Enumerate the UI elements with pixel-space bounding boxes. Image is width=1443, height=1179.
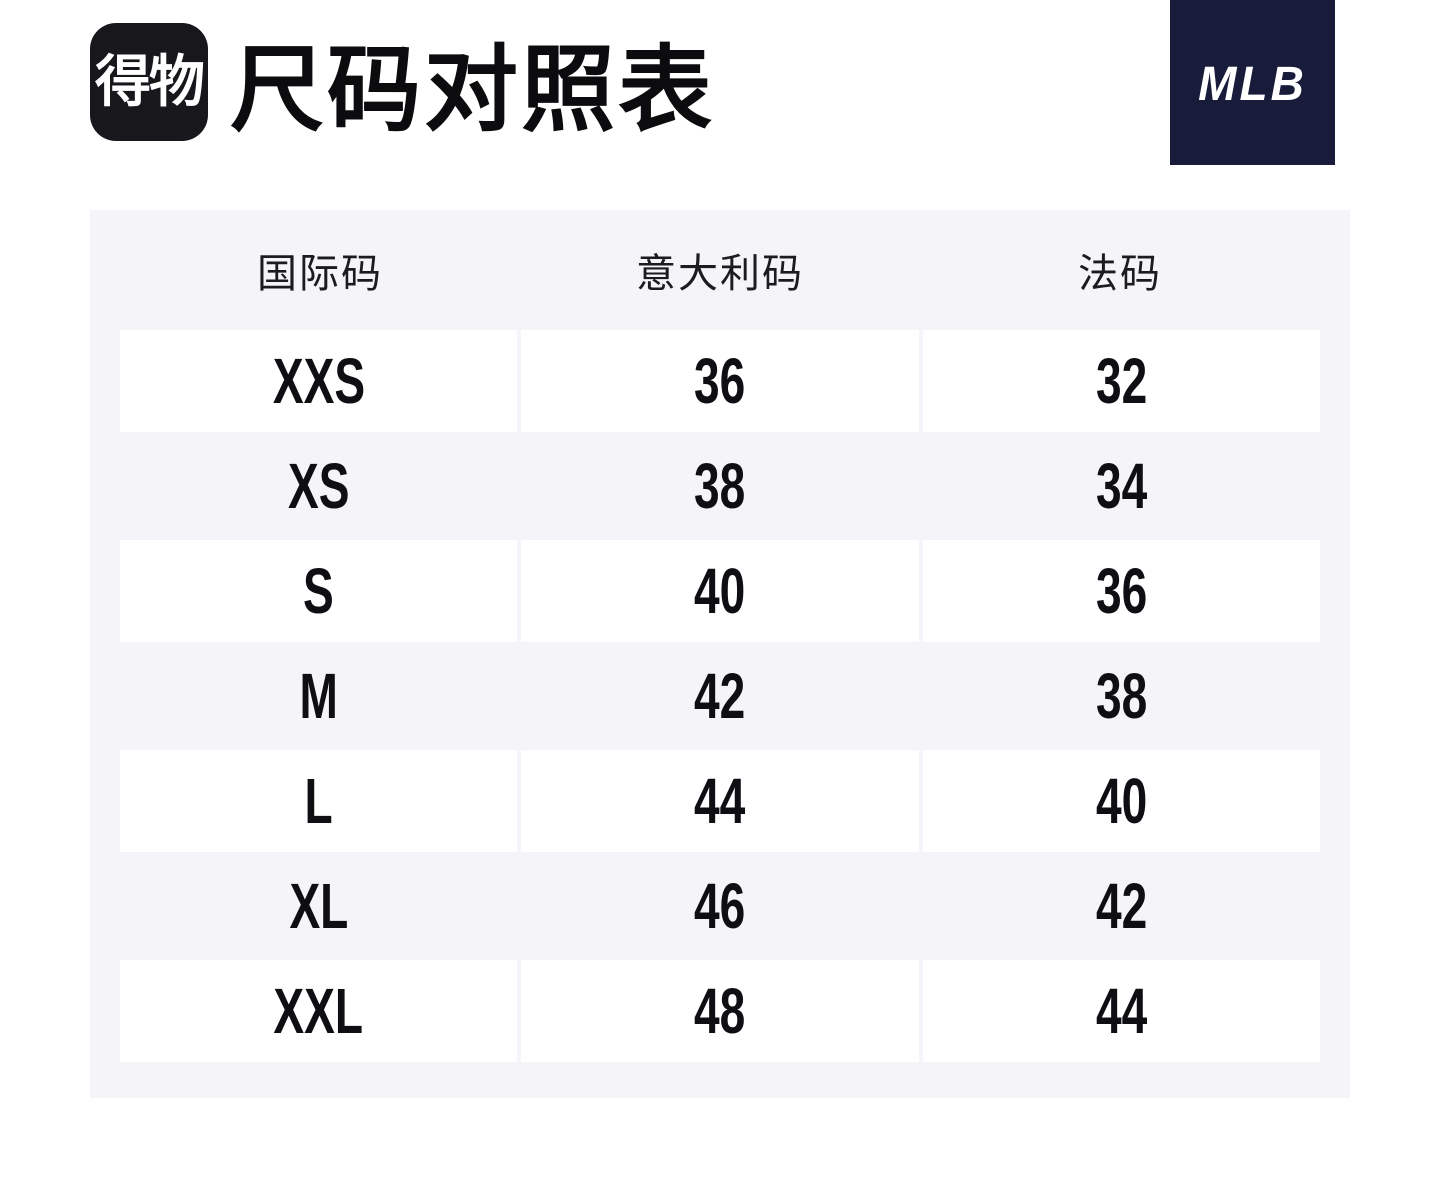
size-value: L bbox=[304, 765, 333, 837]
cell-international: XL bbox=[120, 855, 517, 957]
table-header-row: 国际码 意大利码 法码 bbox=[120, 210, 1320, 330]
size-value: 34 bbox=[1095, 450, 1147, 522]
size-value: 44 bbox=[694, 765, 746, 837]
cell-france: 32 bbox=[922, 330, 1320, 432]
size-value: XXS bbox=[272, 345, 365, 417]
size-value: 42 bbox=[694, 660, 746, 732]
size-value: 38 bbox=[1095, 660, 1147, 732]
size-value: 44 bbox=[1095, 975, 1147, 1047]
size-value: S bbox=[303, 555, 335, 627]
size-chart-panel: 国际码 意大利码 法码 XXS 36 32 XS 38 34 S 40 36 M… bbox=[90, 210, 1350, 1098]
mlb-logo-text: MLB bbox=[1198, 55, 1307, 110]
table-row-m: M 42 38 bbox=[120, 645, 1320, 750]
table-row-s: S 40 36 bbox=[120, 540, 1320, 645]
dewu-logo-text: 得物 bbox=[95, 50, 205, 113]
cell-italy: 38 bbox=[521, 435, 918, 537]
cell-international: XXL bbox=[120, 960, 518, 1062]
mlb-brand-badge: MLB bbox=[1170, 0, 1335, 165]
size-value: 46 bbox=[694, 870, 746, 942]
page-title: 尺码对照表 bbox=[230, 37, 716, 142]
size-value: M bbox=[299, 660, 338, 732]
cell-international: XXS bbox=[120, 330, 518, 432]
cell-italy: 42 bbox=[521, 645, 918, 747]
size-value: 32 bbox=[1095, 345, 1147, 417]
cell-france: 36 bbox=[922, 540, 1320, 642]
column-header-france: 法码 bbox=[1078, 252, 1162, 296]
cell-international: S bbox=[120, 540, 518, 642]
cell-italy: 40 bbox=[521, 540, 919, 642]
dewu-logo: 得物 bbox=[90, 23, 208, 141]
size-value: 36 bbox=[1095, 555, 1147, 627]
cell-international: XS bbox=[120, 435, 517, 537]
cell-international: L bbox=[120, 750, 518, 852]
size-value: 42 bbox=[1095, 870, 1147, 942]
cell-italy: 36 bbox=[521, 330, 919, 432]
cell-france: 42 bbox=[923, 855, 1320, 957]
cell-italy: 44 bbox=[521, 750, 919, 852]
cell-france: 34 bbox=[923, 435, 1320, 537]
table-row-l: L 44 40 bbox=[120, 750, 1320, 855]
size-value: XL bbox=[289, 870, 349, 942]
table-row-xl: XL 46 42 bbox=[120, 855, 1320, 960]
cell-international: M bbox=[120, 645, 517, 747]
cell-france: 38 bbox=[923, 645, 1320, 747]
cell-italy: 48 bbox=[521, 960, 919, 1062]
cell-france: 40 bbox=[922, 750, 1320, 852]
size-value: 38 bbox=[694, 450, 746, 522]
table-row-xs: XS 38 34 bbox=[120, 435, 1320, 540]
table-row-xxs: XXS 36 32 bbox=[120, 330, 1320, 435]
size-value: XS bbox=[287, 450, 350, 522]
size-value: 40 bbox=[1095, 765, 1147, 837]
size-value: 36 bbox=[694, 345, 746, 417]
size-value: 40 bbox=[694, 555, 746, 627]
size-value: XXL bbox=[273, 975, 364, 1047]
column-header-italy: 意大利码 bbox=[636, 252, 804, 296]
cell-italy: 46 bbox=[521, 855, 918, 957]
cell-france: 44 bbox=[922, 960, 1320, 1062]
column-header-international: 国际码 bbox=[257, 252, 383, 296]
size-value: 48 bbox=[694, 975, 746, 1047]
table-row-xxl: XXL 48 44 bbox=[120, 960, 1320, 1065]
